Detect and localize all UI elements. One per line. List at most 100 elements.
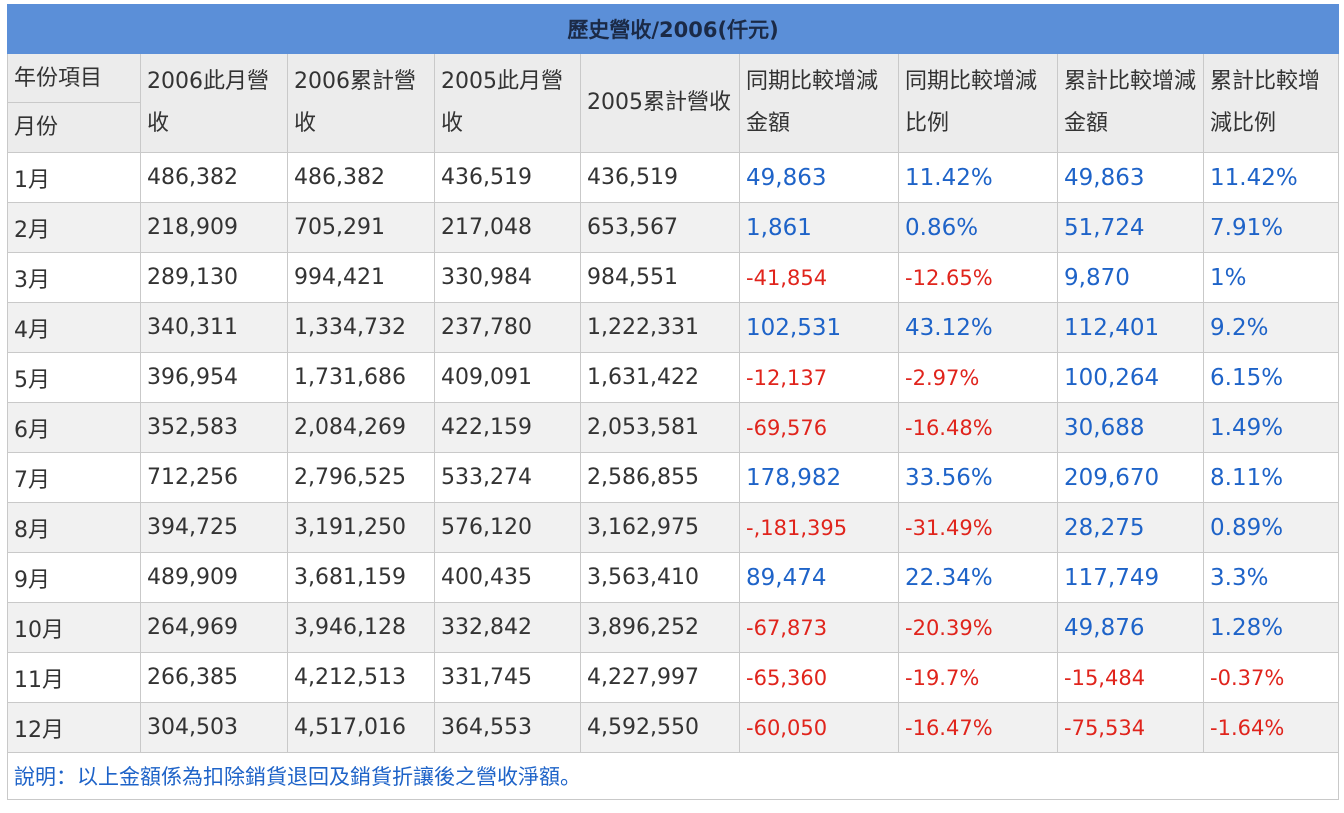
value-cell: 3,681,159: [287, 552, 435, 603]
table-row: 12月 304,503 4,517,016 364,553 4,592,550 -60,0…: [7, 702, 1340, 753]
value-cell: 0.86%: [898, 202, 1058, 253]
revenue-table: 歷史營收/2006(仟元) 年份項目 月份 2006此月營收 2006累計營收 …: [6, 4, 1340, 800]
value-cell: 332,842: [434, 602, 581, 653]
value-cell: 394,725: [140, 502, 288, 553]
value-cell: -16.48%: [898, 402, 1058, 453]
value-cell: 3,191,250: [287, 502, 435, 553]
table-title: 歷史營收/2006(仟元): [6, 4, 1340, 54]
value-cell: 100,264: [1057, 352, 1204, 403]
value-cell: 49,863: [1057, 152, 1204, 203]
value-cell: -75,534: [1057, 702, 1204, 753]
value-cell: 1,222,331: [580, 302, 740, 353]
month-cell: 3月: [7, 252, 141, 303]
value-cell: 436,519: [580, 152, 740, 203]
value-cell: 0.89%: [1202, 502, 1340, 553]
value-cell: -1.64%: [1202, 702, 1340, 753]
value-cell: 7.91%: [1202, 202, 1340, 253]
value-cell: 4,517,016: [287, 702, 435, 753]
value-cell: 49,863: [739, 152, 899, 203]
value-cell: 217,048: [434, 202, 581, 253]
value-cell: 576,120: [434, 502, 581, 553]
value-cell: -67,873: [739, 602, 899, 653]
value-cell: -65,360: [739, 652, 899, 703]
value-cell: 304,503: [140, 702, 288, 753]
value-cell: 2,053,581: [580, 402, 740, 453]
table-row: 5月 396,954 1,731,686 409,091 1,631,422 -12,13…: [7, 352, 1340, 403]
value-cell: 112,401: [1057, 302, 1204, 353]
value-cell: 1,731,686: [287, 352, 435, 403]
table-body: 1月 486,382 486,382 436,519 436,519 49,863 11.4…: [7, 152, 1340, 753]
table-note: 說明：以上金額係為扣除銷貨退回及銷貨折讓後之營收淨額。: [6, 752, 1340, 800]
value-cell: 422,159: [434, 402, 581, 453]
column-header: 累計比較增減金額: [1057, 53, 1204, 153]
value-cell: 4,212,513: [287, 652, 435, 703]
table-row: 11月 266,385 4,212,513 331,745 4,227,997 -65,3…: [7, 652, 1340, 703]
value-cell: 11.42%: [1202, 152, 1340, 203]
value-cell: -12.65%: [898, 252, 1058, 303]
value-cell: 2,586,855: [580, 452, 740, 503]
value-cell: 178,982: [739, 452, 899, 503]
value-cell: -16.47%: [898, 702, 1058, 753]
table-row: 3月 289,130 994,421 330,984 984,551 -41,854 -12…: [7, 252, 1340, 303]
value-cell: 1,861: [739, 202, 899, 253]
value-cell: 9.2%: [1202, 302, 1340, 353]
table-row: 9月 489,909 3,681,159 400,435 3,563,410 89,474…: [7, 552, 1340, 603]
column-header: 累計比較增減比例: [1202, 53, 1340, 153]
value-cell: 1,334,732: [287, 302, 435, 353]
value-cell: 8.11%: [1202, 452, 1340, 503]
column-header: 2005累計營收: [580, 53, 740, 153]
corner-header: 年份項目 月份: [7, 53, 141, 153]
value-cell: 340,311: [140, 302, 288, 353]
value-cell: 33.56%: [898, 452, 1058, 503]
table-row: 4月 340,311 1,334,732 237,780 1,222,331 102,53…: [7, 302, 1340, 353]
corner-header-month: 月份: [14, 115, 59, 140]
column-header: 同期比較增減金額: [739, 53, 899, 153]
value-cell: -,181,395: [739, 502, 899, 553]
table-row: 10月 264,969 3,946,128 332,842 3,896,252 -67,8…: [7, 602, 1340, 653]
value-cell: -41,854: [739, 252, 899, 303]
column-header: 同期比較增減比例: [898, 53, 1058, 153]
month-cell: 7月: [7, 452, 141, 503]
value-cell: -12,137: [739, 352, 899, 403]
value-cell: -2.97%: [898, 352, 1058, 403]
value-cell: 3,946,128: [287, 602, 435, 653]
value-cell: 1,631,422: [580, 352, 740, 403]
value-cell: 409,091: [434, 352, 581, 403]
value-cell: 653,567: [580, 202, 740, 253]
value-cell: 436,519: [434, 152, 581, 203]
value-cell: -60,050: [739, 702, 899, 753]
value-cell: 2,084,269: [287, 402, 435, 453]
column-header: 2006累計營收: [287, 53, 435, 153]
value-cell: -20.39%: [898, 602, 1058, 653]
table-row: 6月 352,583 2,084,269 422,159 2,053,581 -69,57…: [7, 402, 1340, 453]
value-cell: -19.7%: [898, 652, 1058, 703]
value-cell: 264,969: [140, 602, 288, 653]
value-cell: 486,382: [287, 152, 435, 203]
revenue-history-panel: 歷史營收/2006(仟元) 年份項目 月份 2006此月營收 2006累計營收 …: [6, 4, 1340, 800]
month-cell: 2月: [7, 202, 141, 253]
value-cell: 30,688: [1057, 402, 1204, 453]
month-cell: 5月: [7, 352, 141, 403]
value-cell: 4,592,550: [580, 702, 740, 753]
value-cell: 102,531: [739, 302, 899, 353]
value-cell: 3,162,975: [580, 502, 740, 553]
value-cell: 396,954: [140, 352, 288, 403]
value-cell: 237,780: [434, 302, 581, 353]
value-cell: 1.49%: [1202, 402, 1340, 453]
column-header: 2006此月營收: [140, 53, 288, 153]
value-cell: 984,551: [580, 252, 740, 303]
month-cell: 4月: [7, 302, 141, 353]
value-cell: 352,583: [140, 402, 288, 453]
value-cell: 705,291: [287, 202, 435, 253]
value-cell: 43.12%: [898, 302, 1058, 353]
corner-header-year-item: 年份項目: [8, 55, 140, 103]
value-cell: 400,435: [434, 552, 581, 603]
value-cell: 1%: [1202, 252, 1340, 303]
month-cell: 9月: [7, 552, 141, 603]
month-cell: 10月: [7, 602, 141, 653]
value-cell: 49,876: [1057, 602, 1204, 653]
value-cell: 89,474: [739, 552, 899, 603]
month-cell: 11月: [7, 652, 141, 703]
value-cell: -0.37%: [1202, 652, 1340, 703]
month-cell: 8月: [7, 502, 141, 553]
